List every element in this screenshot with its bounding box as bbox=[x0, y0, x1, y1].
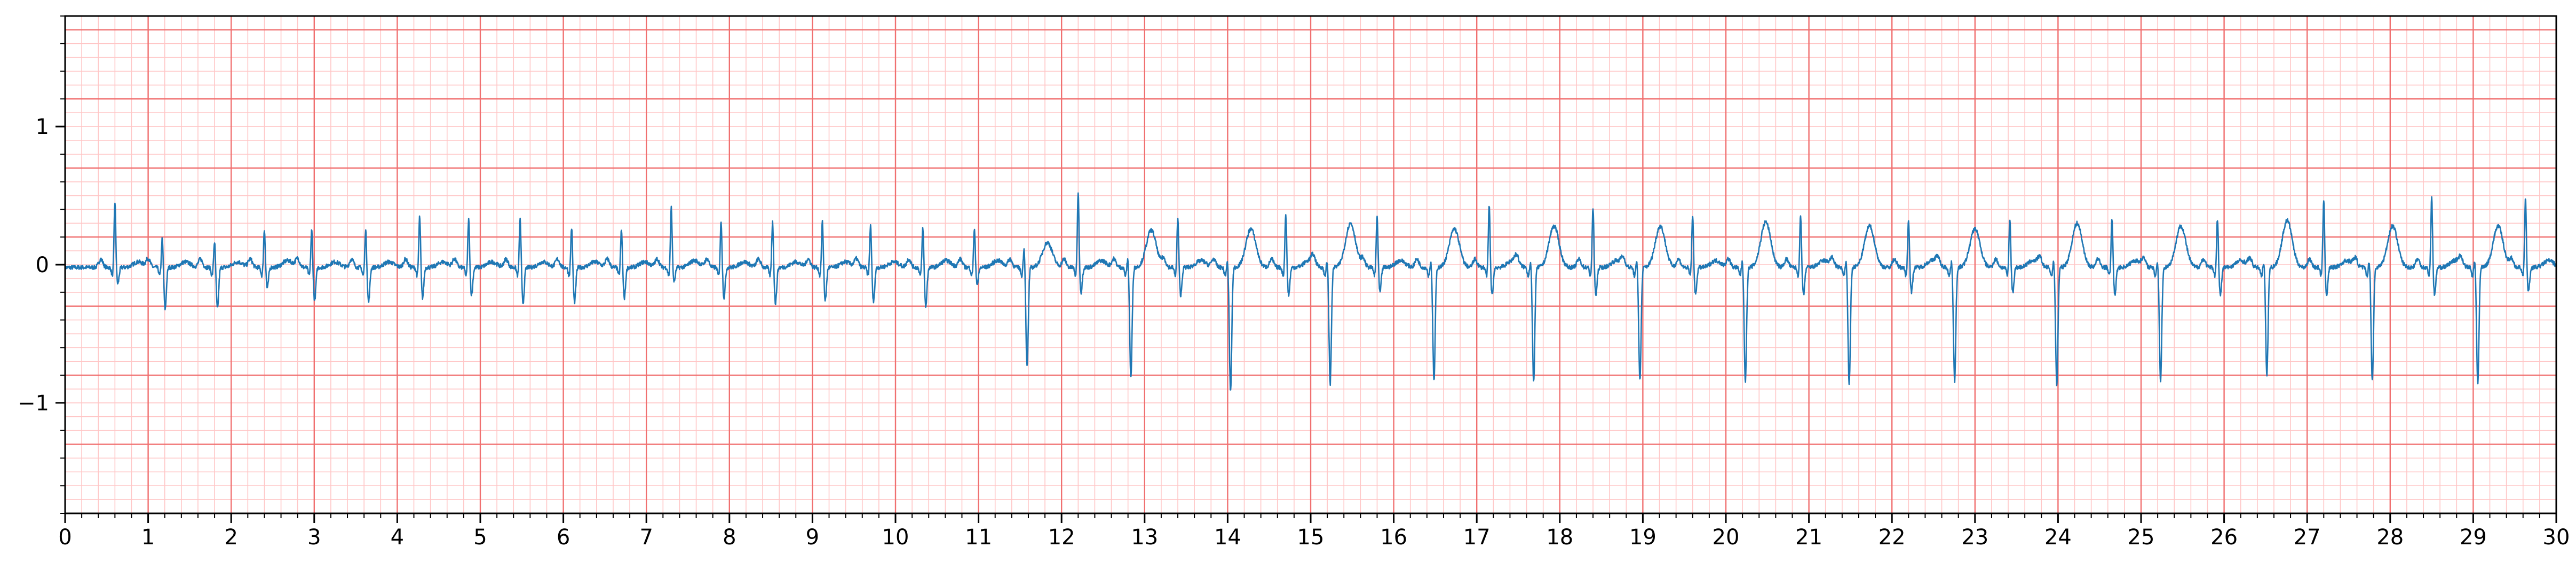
x-tick-label: 29 bbox=[2460, 525, 2487, 550]
x-tick-label: 1 bbox=[141, 525, 155, 550]
x-tick-label: 9 bbox=[806, 525, 819, 550]
x-tick-label: 27 bbox=[2294, 525, 2321, 550]
x-tick-label: 15 bbox=[1297, 525, 1325, 550]
x-tick-label: 19 bbox=[1629, 525, 1656, 550]
x-tick-label: 26 bbox=[2210, 525, 2238, 550]
y-axis: 1 0 −1 bbox=[18, 15, 65, 514]
x-tick-label: 4 bbox=[391, 525, 404, 550]
x-tick-label: 17 bbox=[1463, 525, 1491, 550]
x-axis: 0 1 2 3 4 5 6 7 8 9 10 11 12 13 14 15 16 17 18 19 20 21 22 23 24… bbox=[58, 513, 2570, 550]
x-tick-label: 28 bbox=[2376, 525, 2404, 550]
x-tick-label: 6 bbox=[557, 525, 570, 550]
x-tick-label: 21 bbox=[1795, 525, 1822, 550]
x-tick-label: 10 bbox=[882, 525, 909, 550]
x-tick-label: 25 bbox=[2128, 525, 2155, 550]
x-tick-label: 5 bbox=[473, 525, 487, 550]
y-tick-label: −1 bbox=[18, 391, 49, 416]
y-tick-label: 0 bbox=[36, 253, 49, 277]
x-tick-label: 23 bbox=[1961, 525, 1988, 550]
x-tick-label: 3 bbox=[307, 525, 321, 550]
x-tick-label: 14 bbox=[1214, 525, 1241, 550]
y-tick-label: 1 bbox=[36, 115, 49, 139]
x-tick-label: 22 bbox=[1879, 525, 1906, 550]
ecg-trace bbox=[64, 192, 2557, 391]
x-tick-label: 30 bbox=[2543, 525, 2570, 550]
x-tick-label: 8 bbox=[723, 525, 736, 550]
x-tick-label: 24 bbox=[2044, 525, 2072, 550]
x-tick-label: 20 bbox=[1713, 525, 1740, 550]
x-tick-label: 18 bbox=[1546, 525, 1573, 550]
x-tick-label: 2 bbox=[224, 525, 237, 550]
x-tick-label: 0 bbox=[58, 525, 72, 550]
x-tick-label: 12 bbox=[1048, 525, 1075, 550]
x-tick-label: 13 bbox=[1131, 525, 1158, 550]
x-tick-label: 16 bbox=[1380, 525, 1407, 550]
x-tick-label: 7 bbox=[639, 525, 653, 550]
x-tick-label: 11 bbox=[965, 525, 992, 550]
